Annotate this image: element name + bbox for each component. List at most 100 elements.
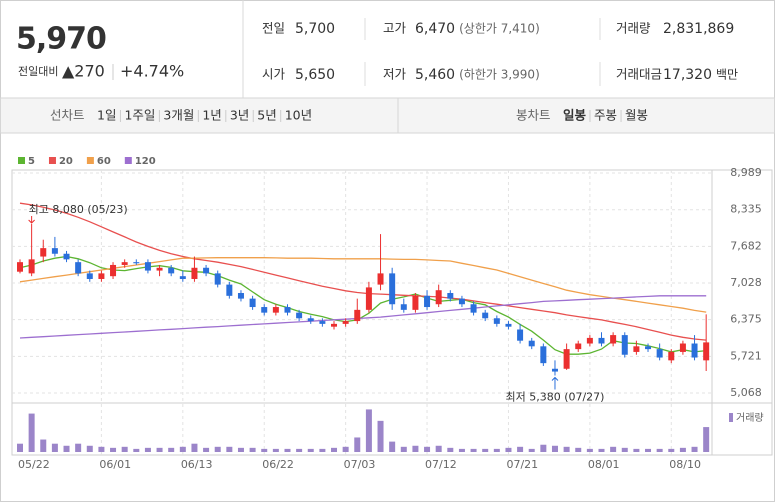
x-tick-label: 06/22 [262, 458, 294, 471]
volume-bar [493, 448, 500, 452]
candle-body [645, 346, 652, 350]
volume-bar [28, 413, 35, 452]
volume-bar [447, 447, 454, 452]
quote-label: 거래량 [616, 21, 651, 36]
legend-swatch [48, 157, 56, 164]
volume-bar [377, 420, 384, 452]
change-label: 전일대비 [18, 64, 58, 78]
candle-body [261, 307, 268, 313]
volume-bar [75, 443, 82, 452]
current-price: 5,970 [16, 22, 106, 57]
tab[interactable]: 1년 [202, 108, 221, 123]
volume-bar [656, 448, 663, 452]
volume-bar [98, 446, 105, 452]
candle-body [598, 337, 605, 344]
candle-body [482, 312, 489, 319]
volume-bar [17, 443, 23, 452]
volume-legend-swatch [729, 413, 733, 422]
volume-bar [691, 446, 698, 452]
ma-line [19, 255, 707, 355]
candle-body [621, 335, 628, 355]
tab[interactable]: 3개월 [163, 108, 194, 123]
candle-body [424, 295, 431, 308]
volume-bar [586, 448, 593, 452]
candle-body [528, 340, 535, 347]
volume-legend: 거래량 [736, 412, 764, 424]
candle-body [110, 264, 117, 277]
volume-bar [668, 448, 675, 452]
tab[interactable]: 월봉 [625, 108, 648, 123]
candle-body [703, 342, 710, 361]
volume-bar [331, 447, 338, 452]
tab[interactable]: 3년 [230, 108, 249, 123]
quote-label: 시가 [262, 67, 286, 82]
volume-bar [191, 443, 198, 452]
tab[interactable]: 주봉 [594, 108, 617, 123]
tab[interactable]: 일봉 [563, 108, 587, 123]
change: ▲270 [62, 62, 105, 81]
candle-body [470, 304, 477, 313]
quote-note: (하한가 3,990) [459, 68, 540, 82]
candle-body [75, 262, 82, 274]
candle-body [319, 321, 326, 324]
tab[interactable]: 1주일 [124, 108, 155, 123]
quote-value: 17,320 [663, 67, 712, 83]
y-tick-label: 8,989 [730, 166, 762, 179]
volume-bar [610, 446, 617, 452]
ma-line [19, 295, 707, 339]
low-arrowhead [551, 376, 559, 381]
volume-bar [482, 448, 489, 452]
y-tick-label: 8,335 [730, 203, 762, 216]
volume-bar [354, 437, 361, 452]
volume-bar [633, 448, 640, 452]
volume-bar [307, 448, 314, 452]
x-tick-label: 08/10 [669, 458, 701, 471]
candle-chart-label[interactable]: 봉차트 [516, 108, 551, 123]
quote-label: 고가 [383, 21, 407, 36]
legend-label: 5 [28, 156, 35, 167]
candle-body [237, 293, 244, 299]
tab[interactable]: 1일 [97, 108, 116, 123]
ma-line [19, 202, 707, 341]
volume-bar [237, 447, 244, 452]
tab[interactable]: 5년 [257, 108, 276, 123]
quote-label: 거래대금 [616, 67, 662, 82]
quote-label: 전일 [262, 21, 285, 36]
candle-body [168, 267, 175, 274]
tab[interactable]: 10년 [285, 108, 312, 123]
candle-body [679, 343, 686, 352]
candle-body [307, 318, 314, 322]
candle-body [249, 298, 256, 308]
candle-body [435, 290, 442, 305]
volume-bar [458, 448, 465, 452]
volume-bar [517, 446, 524, 452]
volume-bar [214, 446, 221, 452]
x-tick-label: 07/12 [425, 458, 457, 471]
candle-body [551, 368, 558, 372]
candle-body [191, 267, 198, 279]
candle-body [400, 304, 407, 310]
quote-value: 5,460 [415, 67, 455, 83]
candle-body [284, 307, 291, 313]
volume-bar [261, 448, 268, 452]
low-annotation: 최저 5,380 (07/27) [505, 390, 604, 403]
candle-body [447, 293, 454, 299]
candle-body [377, 273, 384, 285]
volume-bar [435, 445, 442, 452]
volume-bar [226, 446, 233, 452]
candle-body [17, 262, 23, 272]
volume-bar [424, 446, 431, 452]
tab-bar [0, 97, 775, 134]
volume-bar [272, 448, 279, 452]
volume-bar [110, 447, 117, 452]
volume-bar [400, 446, 407, 452]
candle-body [214, 273, 221, 285]
line-chart-label[interactable]: 선차트 [50, 108, 85, 123]
volume-bar [470, 448, 477, 452]
volume-bar [679, 447, 686, 452]
candle-body [412, 295, 419, 310]
legend-swatch [18, 157, 25, 164]
candle-body [156, 267, 163, 271]
volume-bar [412, 445, 419, 452]
